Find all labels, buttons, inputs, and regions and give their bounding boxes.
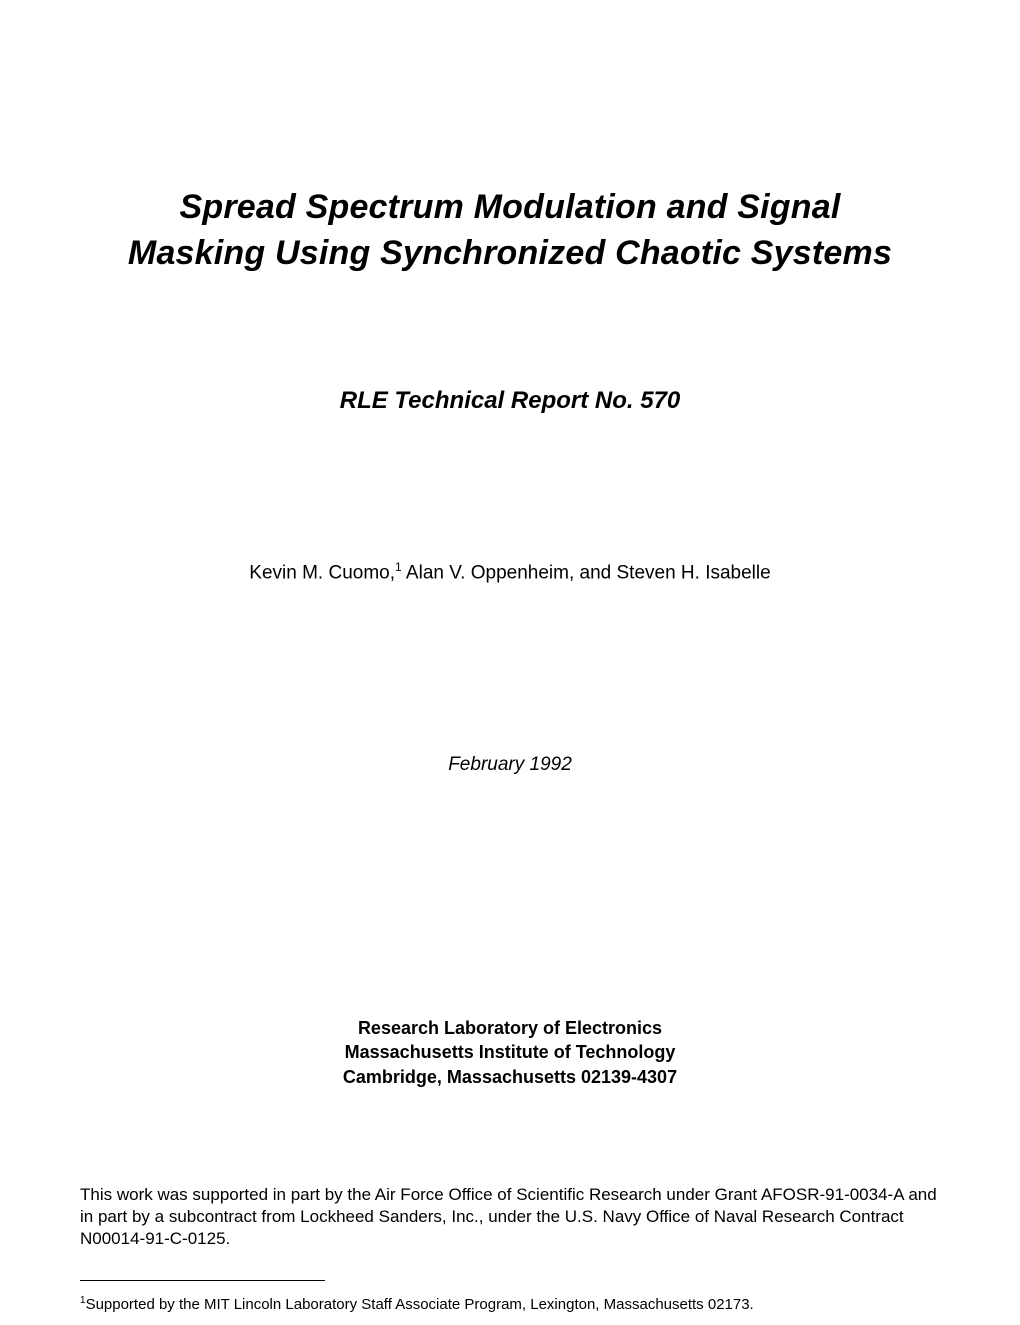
report-number: RLE Technical Report No. 570 (80, 387, 940, 415)
page-root: Spread Spectrum Modulation and Signal Ma… (0, 0, 1020, 1325)
affiliation-line-1: Research Laboratory of Electronics (80, 1016, 940, 1040)
funding-statement: This work was supported in part by the A… (80, 1184, 940, 1250)
affiliation-line-3: Cambridge, Massachusetts 02139-4307 (80, 1065, 940, 1089)
footnote: 1Supported by the MIT Lincoln Laboratory… (80, 1295, 940, 1313)
publication-date: February 1992 (80, 754, 940, 776)
title-line-2: Masking Using Synchronized Chaotic Syste… (128, 234, 892, 272)
footnote-rule (80, 1280, 325, 1281)
author-footnote-marker: 1 (395, 560, 402, 574)
affiliation-block: Research Laboratory of Electronics Massa… (80, 1016, 940, 1089)
footnote-text: Supported by the MIT Lincoln Laboratory … (86, 1296, 754, 1313)
author-prefix: Kevin M. Cuomo, (249, 562, 395, 583)
paper-title: Spread Spectrum Modulation and Signal Ma… (80, 185, 940, 277)
authors-line: Kevin M. Cuomo,1 Alan V. Oppenheim, and … (80, 560, 940, 584)
author-suffix: Alan V. Oppenheim, and Steven H. Isabell… (402, 562, 771, 583)
title-line-1: Spread Spectrum Modulation and Signal (179, 188, 840, 226)
affiliation-line-2: Massachusetts Institute of Technology (80, 1040, 940, 1064)
